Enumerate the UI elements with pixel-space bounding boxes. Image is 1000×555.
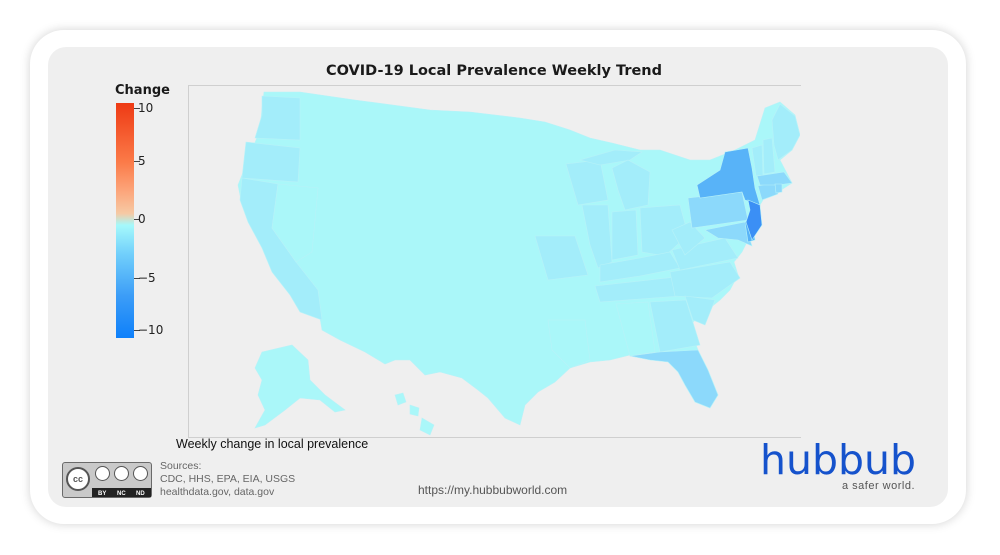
cc-license-badge[interactable]: cc BY NC ND — [62, 462, 152, 498]
sources-block: Sources: CDC, HHS, EPA, EIA, USGS health… — [160, 460, 295, 499]
state-michigan-upper — [578, 149, 643, 166]
state-alabama — [615, 301, 656, 357]
state-west-virginia — [671, 221, 706, 256]
sources-line: healthdata.gov, data.gov — [160, 486, 275, 498]
state-new-york — [696, 147, 761, 206]
state-indiana — [611, 209, 639, 261]
state-washington — [254, 95, 301, 141]
hawaii — [394, 392, 407, 406]
legend-tick-label: −5 — [138, 271, 156, 285]
plot-frame — [188, 85, 801, 438]
us-map — [237, 91, 800, 436]
site-url[interactable]: https://my.hubbubworld.com — [418, 483, 568, 497]
legend-tick — [134, 219, 140, 220]
sources-heading: Sources: — [160, 460, 202, 472]
alaska — [254, 344, 346, 429]
color-scale-bar — [116, 103, 134, 338]
legend-tick-label: 0 — [138, 212, 146, 226]
state-michigan — [611, 159, 651, 211]
hawaii — [409, 404, 420, 417]
hubbub-logo: hubbub — [760, 436, 917, 484]
state-new-jersey — [745, 199, 763, 241]
cc-label-strip — [92, 488, 151, 497]
legend-tick — [134, 108, 140, 109]
state-georgia — [649, 299, 701, 353]
sources-line: CDC, HHS, EPA, EIA, USGS — [160, 473, 296, 485]
cc-logo-icon: cc — [66, 467, 90, 491]
state-ohio — [639, 204, 689, 257]
state-south-carolina — [684, 295, 716, 326]
cc-tag-nd: ND — [136, 491, 145, 497]
state-florida — [629, 349, 719, 409]
map-caption: Weekly change in local prevalence — [176, 437, 369, 451]
state-nevada — [271, 183, 319, 263]
state-maine — [771, 103, 800, 161]
brand-tagline: a safer world. — [842, 480, 916, 492]
hawaii — [419, 417, 435, 436]
state-rhode-island — [774, 183, 783, 194]
cc-tag-by: BY — [98, 491, 107, 497]
state-maryland — [704, 221, 753, 247]
state-north-carolina — [669, 261, 741, 299]
legend-tick — [134, 330, 140, 331]
chart-title: COVID-19 Local Prevalence Weekly Trend — [325, 63, 663, 79]
legend-tick-label: 5 — [138, 154, 146, 168]
state-missouri — [534, 235, 589, 281]
legend-tick-label: 10 — [138, 101, 154, 115]
legend-tick — [134, 278, 140, 279]
state-louisiana — [547, 319, 591, 369]
state-vermont — [751, 144, 764, 177]
attribution-icon — [95, 466, 110, 481]
cc-tag-nc: NC — [117, 491, 126, 497]
legend-title: Change — [115, 83, 170, 98]
legend-tick — [134, 161, 140, 162]
state-new-hampshire — [762, 137, 776, 175]
state-massachusetts — [756, 171, 793, 186]
legend-tick-label: −10 — [138, 323, 164, 337]
state-virginia — [671, 237, 739, 271]
state-oregon — [241, 141, 301, 183]
noderivatives-icon — [133, 466, 148, 481]
noncommercial-icon — [114, 466, 129, 481]
